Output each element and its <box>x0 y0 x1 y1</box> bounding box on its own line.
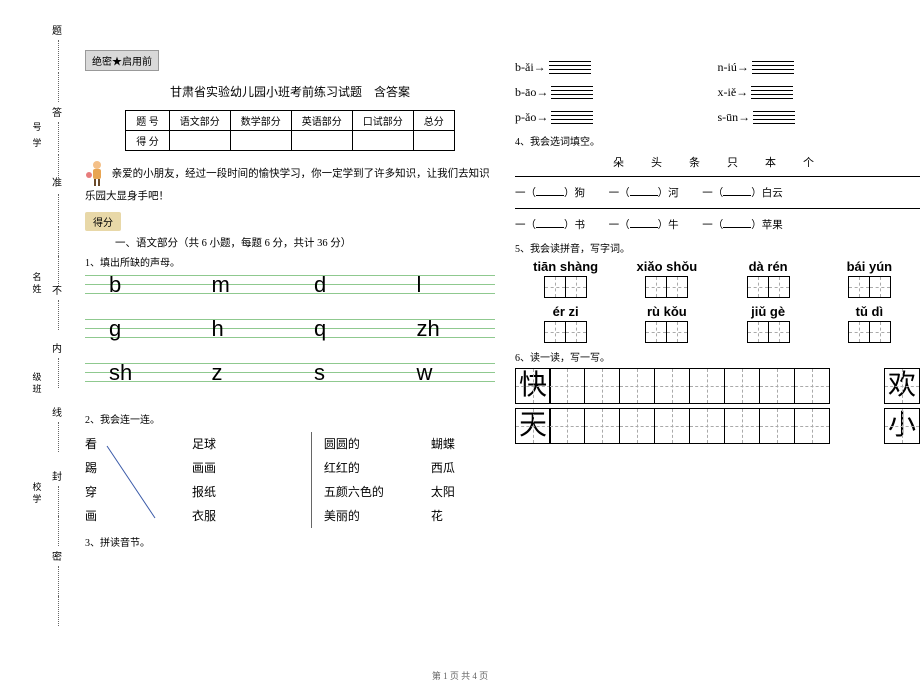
pinyin-word: tiān shàng <box>515 259 616 274</box>
match-item: 踢 <box>85 456 192 480</box>
match-item: 衣服 <box>192 504 299 528</box>
q4-label: 4、我会选词填空。 <box>515 133 920 148</box>
match-item: 足球 <box>192 432 299 456</box>
pinyin-cell: s <box>290 363 393 383</box>
th: 题 号 <box>126 111 170 131</box>
trace-boxes[interactable] <box>550 368 876 404</box>
syllable: s-ūn→ <box>718 110 751 125</box>
tianzige[interactable] <box>645 276 688 298</box>
pinyin-word: xiǎo shǒu <box>616 259 717 274</box>
match-item: 蝴蝶 <box>431 432 495 456</box>
pinyin-cell: m <box>188 275 291 295</box>
fill-row: 一（）狗 一（）河 一（）白云 <box>515 185 920 200</box>
write-lines[interactable] <box>753 108 795 127</box>
trace-char: 快 <box>515 368 551 404</box>
tianzige[interactable] <box>645 321 688 343</box>
th: 数学部分 <box>230 111 291 131</box>
pinyin-word: tǔ dì <box>819 304 920 319</box>
match-item: 圆圆的 <box>324 432 431 456</box>
pinyin-cell: g <box>85 319 188 339</box>
bind-char: 题 <box>52 22 62 37</box>
bind-char: 线 <box>52 404 62 419</box>
tianzige[interactable] <box>747 321 790 343</box>
pinyin-cell: zh <box>393 319 496 339</box>
trace-char: 小 <box>884 408 920 444</box>
bind-char: 封 <box>52 468 62 483</box>
child-icon <box>85 159 109 189</box>
intro-text: 亲爱的小朋友，经过一段时间的愉快学习，你一定学到了许多知识，让我们去知识乐园大显… <box>85 159 495 206</box>
trace-char: 天 <box>515 408 551 444</box>
exam-title: 甘肃省实验幼儿园小班考前练习试题 含答案 <box>85 83 495 100</box>
write-lines[interactable] <box>551 108 593 127</box>
q2-label: 2、我会连一连。 <box>85 411 495 426</box>
bind-char: 不 <box>52 282 62 297</box>
match-item: 报纸 <box>192 480 299 504</box>
match-item: 西瓜 <box>431 456 495 480</box>
score-table: 题 号 语文部分 数学部分 英语部分 口试部分 总分 得 分 <box>125 110 455 151</box>
th: 总分 <box>413 111 454 131</box>
match-item: 五颜六色的 <box>324 480 431 504</box>
pinyin-word: ér zi <box>515 304 616 319</box>
page-footer: 第 1 页 共 4 页 <box>0 669 920 682</box>
td: 得 分 <box>126 131 170 151</box>
tianzige[interactable] <box>848 276 891 298</box>
score-badge: 得分 <box>85 212 121 231</box>
match-item: 太阳 <box>431 480 495 504</box>
tianzige[interactable] <box>544 321 587 343</box>
pinyin-cell: q <box>290 319 393 339</box>
pinyin-word: jiǔ gè <box>718 304 819 319</box>
secret-label: 绝密★启用前 <box>85 50 159 71</box>
th: 语文部分 <box>169 111 230 131</box>
right-column: b-ǎi→ n-iú→ b-āo→ x-iě→ p-ǎo→ s-ūn→ 4、我会… <box>515 0 920 448</box>
fill-row: 一（）书 一（）牛 一（）苹果 <box>515 217 920 232</box>
pinyin-word: dà rén <box>718 259 819 274</box>
pinyin-grid: b m d l g h q zh sh z s w <box>85 273 495 407</box>
pinyin-cell: z <box>188 363 291 383</box>
q6-label: 6、读一读，写一写。 <box>515 349 920 364</box>
q3-label: 3、拼读音节。 <box>85 534 495 549</box>
pinyin-cell: w <box>393 363 496 383</box>
match-area: 看 踢 穿 画 足球 画画 报纸 衣服 圆圆的 红红的 五颜六色的 美丽的 蝴蝶… <box>85 432 495 528</box>
tianzige[interactable] <box>747 276 790 298</box>
th: 英语部分 <box>291 111 352 131</box>
pinyin-cell: h <box>188 319 291 339</box>
pinyin-cell: sh <box>85 363 188 383</box>
write-lines[interactable] <box>549 58 591 77</box>
th: 口试部分 <box>352 111 413 131</box>
pinyin-word: bái yún <box>819 259 920 274</box>
match-item: 美丽的 <box>324 504 431 528</box>
tianzige[interactable] <box>544 276 587 298</box>
syllable: n-iú→ <box>718 60 749 75</box>
binding-margin: 题 答 准 不 内 线 封 密 号 学 名 姓 级 班 校 学 <box>0 0 75 686</box>
bind-char: 答 <box>52 104 62 119</box>
write-lines[interactable] <box>751 83 793 102</box>
match-item: 花 <box>431 504 495 528</box>
trace-char: 欢 <box>884 368 920 404</box>
q5-label: 5、我会读拼音，写字词。 <box>515 240 920 255</box>
pinyin-cell: b <box>85 275 188 295</box>
syllable: b-ǎi→ <box>515 60 546 75</box>
section-1-heading: 一、语文部分（共 6 小题，每题 6 分，共计 36 分） <box>115 235 495 250</box>
pinyin-cell: d <box>290 275 393 295</box>
bind-char: 密 <box>52 548 62 563</box>
left-column: 绝密★启用前 甘肃省实验幼儿园小班考前练习试题 含答案 题 号 语文部分 数学部… <box>85 0 495 553</box>
syllable: p-ǎo→ <box>515 110 548 125</box>
match-item: 画 <box>85 504 192 528</box>
match-item: 红红的 <box>324 456 431 480</box>
match-item: 看 <box>85 432 192 456</box>
word-options: 朵 头 条 只 本 个 <box>515 154 920 170</box>
bind-char: 内 <box>52 340 62 355</box>
tianzige[interactable] <box>848 321 891 343</box>
pinyin-word: rù kǒu <box>616 304 717 319</box>
pinyin-cell: l <box>393 275 496 295</box>
syllable: b-āo→ <box>515 85 548 100</box>
match-item: 画画 <box>192 456 299 480</box>
match-item: 穿 <box>85 480 192 504</box>
trace-boxes[interactable] <box>550 408 876 444</box>
syllable: x-iě→ <box>718 85 749 100</box>
bind-char: 准 <box>52 174 62 189</box>
q1-label: 1、填出所缺的声母。 <box>85 254 495 269</box>
write-lines[interactable] <box>752 58 794 77</box>
write-lines[interactable] <box>551 83 593 102</box>
